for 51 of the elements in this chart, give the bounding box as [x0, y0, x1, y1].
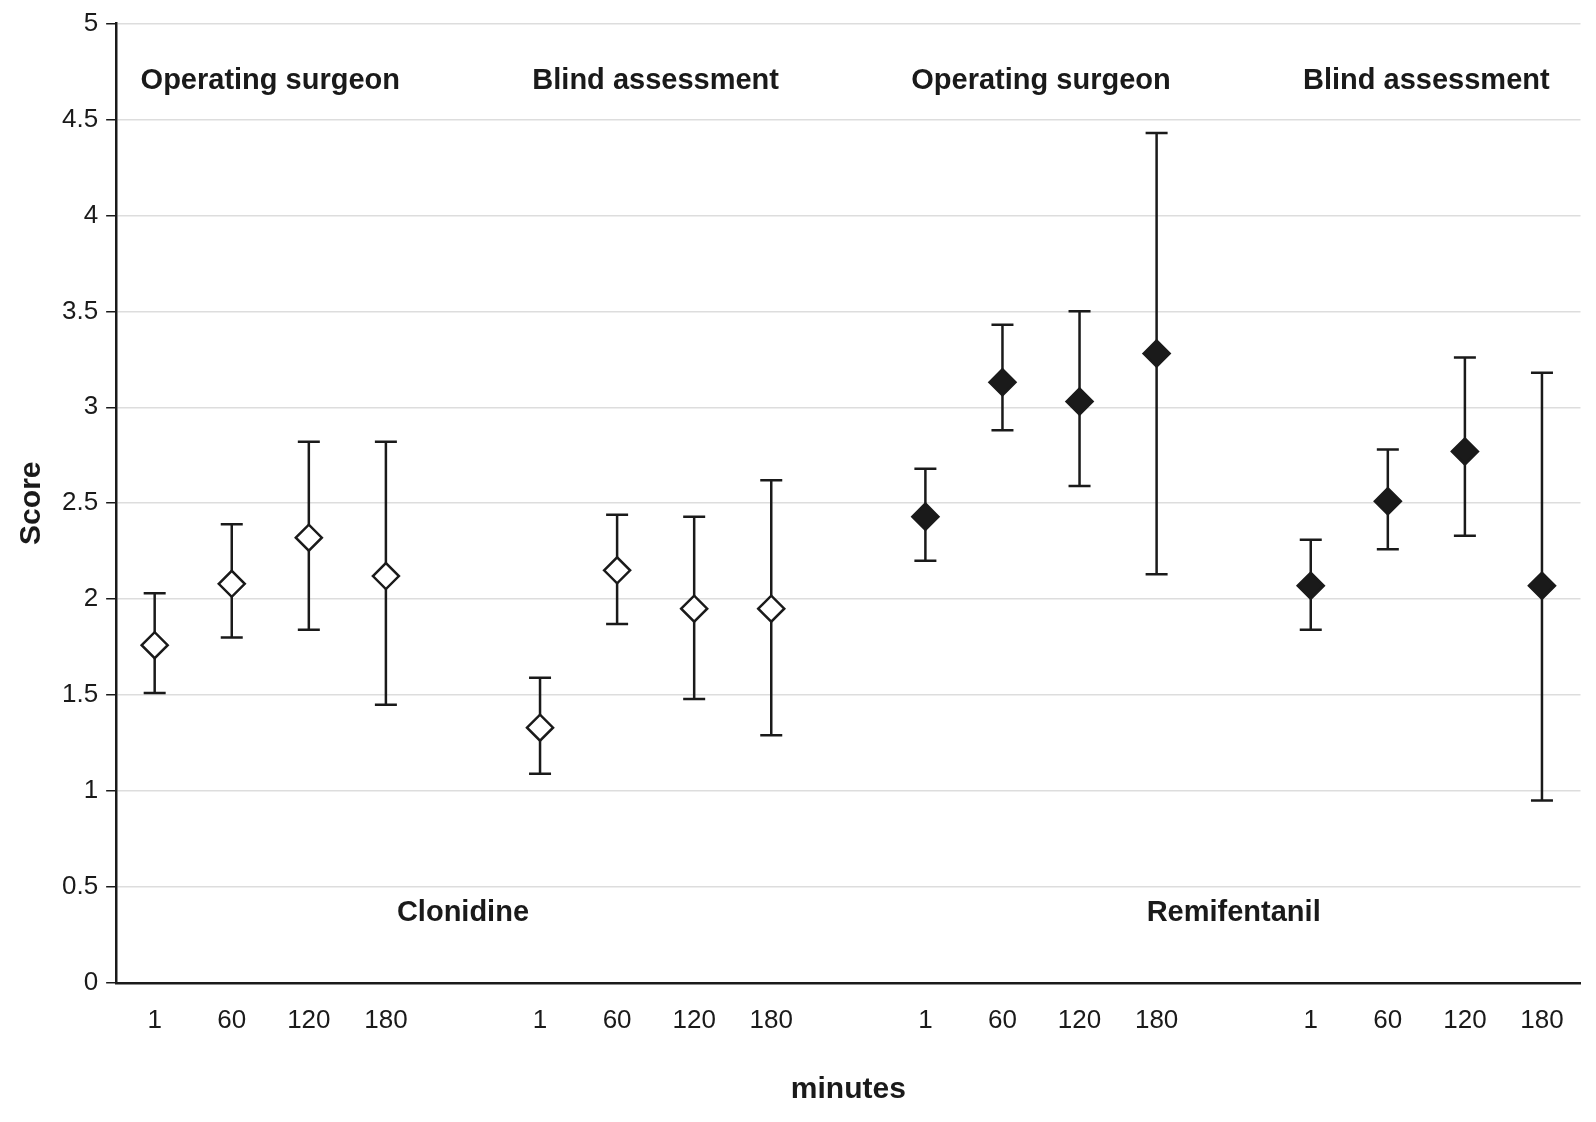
y-tick-label: 4	[83, 198, 99, 229]
y-tick-label: 5	[83, 6, 99, 37]
x-tick-label: 180	[1520, 1003, 1564, 1034]
x-tick-label: 180	[749, 1003, 793, 1034]
point	[602, 556, 632, 585]
y-tick-label: 3.5	[61, 294, 99, 325]
x-axis-title: minutes	[790, 1071, 906, 1105]
y-tick-label: 2.5	[61, 486, 99, 517]
x-tick-label: 120	[1057, 1003, 1102, 1034]
y-tick-label: 0.5	[61, 870, 99, 901]
annotation: Operating surgeon	[140, 62, 400, 95]
point	[988, 368, 1017, 397]
x-tick-label: 60	[1373, 1003, 1403, 1034]
y-tick-label: 2	[83, 582, 99, 613]
y-tick-label: 4.5	[61, 102, 99, 133]
point	[1450, 437, 1480, 466]
point	[140, 630, 169, 660]
annotation: Blind assessment	[532, 62, 780, 95]
x-tick-label: 60	[217, 1003, 247, 1034]
x-tick-label: 1	[532, 1003, 548, 1034]
x-tick-label: 60	[602, 1003, 632, 1034]
point	[217, 569, 246, 599]
annotation: Blind assessment	[1303, 62, 1550, 95]
x-tick-label: 60	[988, 1003, 1017, 1034]
x-tick-label: 180	[1134, 1003, 1179, 1034]
point	[525, 713, 555, 742]
y-tick-label: 1.5	[61, 678, 99, 709]
x-tick-label: 1	[147, 1003, 162, 1034]
x-tick-label: 120	[1443, 1003, 1487, 1034]
point	[371, 561, 401, 591]
point	[679, 594, 709, 623]
x-tick-label: 120	[672, 1003, 716, 1034]
y-tick-label: 1	[83, 774, 99, 805]
point	[1065, 387, 1094, 416]
point	[757, 594, 786, 623]
y-tick-label: 3	[83, 390, 99, 421]
x-tick-label: 120	[287, 1003, 331, 1034]
point	[1527, 571, 1557, 600]
point	[1296, 571, 1325, 600]
annotation: Operating surgeon	[911, 62, 1171, 95]
x-tick-label: 1	[1303, 1003, 1318, 1034]
x-tick-label: 180	[364, 1003, 408, 1034]
y-axis-title: Score	[13, 461, 47, 545]
point	[1142, 339, 1171, 368]
x-tick-label: 1	[918, 1003, 933, 1034]
point	[911, 502, 940, 531]
point	[294, 523, 324, 552]
point	[1373, 487, 1403, 516]
y-tick-label: 0	[83, 965, 99, 996]
annotation: Remifentanil	[1146, 894, 1321, 927]
annotation: Clonidine	[396, 894, 530, 927]
